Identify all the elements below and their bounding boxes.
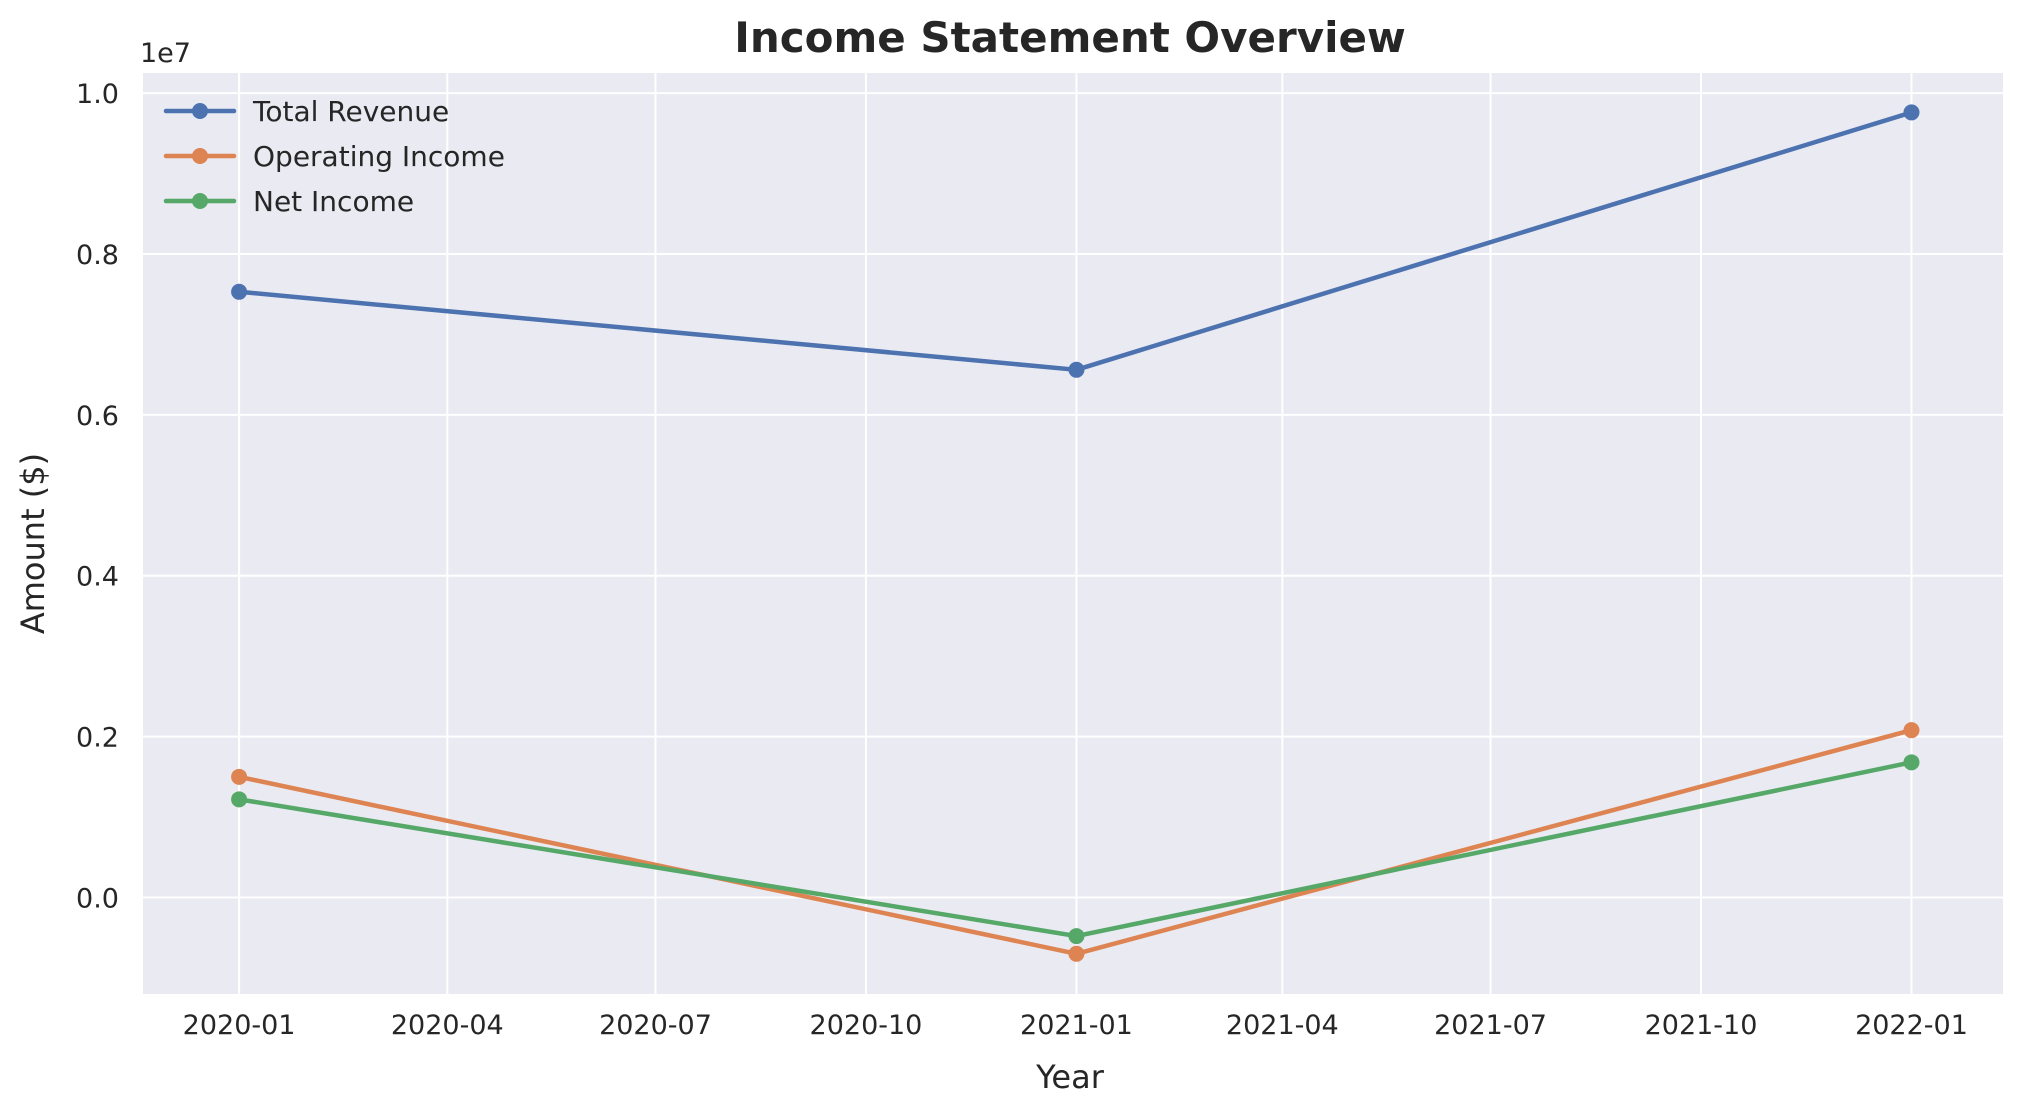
legend-item: Operating Income (163, 140, 505, 173)
x-axis-label: Year (1035, 1058, 1105, 1096)
data-point (1903, 722, 1920, 739)
series-operating-income (231, 722, 1920, 962)
y-tick-label: 1.0 (76, 79, 119, 110)
y-tick-label: 0.4 (76, 562, 119, 593)
x-tick-label: 2021-04 (1226, 1010, 1339, 1041)
legend-label: Net Income (253, 185, 414, 218)
series-net-income (231, 754, 1920, 945)
x-tick-label: 2022-01 (1855, 1010, 1968, 1041)
data-point (231, 768, 248, 785)
x-tick-label: 2021-01 (1020, 1010, 1133, 1041)
x-tick-label: 2020-04 (391, 1010, 504, 1041)
x-tick-label: 2021-07 (1434, 1010, 1547, 1041)
legend-item: Total Revenue (163, 95, 449, 128)
x-tick-labels: 2020-01 2020-04 2020-07 2020-10 2021-01 2021-… (183, 1010, 1968, 1041)
x-tick-label: 2020-07 (599, 1010, 712, 1041)
plot-area (143, 73, 2003, 994)
data-point (1903, 104, 1920, 121)
x-tick-label: 2020-10 (810, 1010, 923, 1041)
y-axis-label: Amount ($) (14, 453, 52, 634)
data-point (231, 791, 248, 808)
legend-item: Net Income (163, 185, 414, 218)
y-gridlines (143, 92, 2003, 899)
x-tick-label: 2021-10 (1645, 1010, 1758, 1041)
y-tick-labels: 0.0 0.2 0.4 0.6 0.8 1.0 (76, 79, 119, 914)
legend-label: Operating Income (253, 140, 505, 173)
x-gridlines (238, 73, 1913, 994)
data-point (1068, 945, 1085, 962)
data-point (231, 283, 248, 300)
y-tick-label: 0.0 (76, 883, 119, 914)
series-total-revenue (231, 104, 1920, 378)
legend-marker (192, 148, 208, 164)
x-tick-label: 2020-01 (183, 1010, 296, 1041)
legend-marker (192, 103, 208, 119)
y-tick-label: 0.2 (76, 723, 119, 754)
data-point (1068, 928, 1085, 945)
y-axis-offset-label: 1e7 (140, 38, 191, 69)
y-tick-label: 0.6 (76, 401, 119, 432)
data-point (1068, 361, 1085, 378)
data-point (1903, 754, 1920, 771)
chart-title: Income Statement Overview (734, 13, 1406, 62)
series-layer (231, 104, 1920, 962)
legend-marker (192, 193, 208, 209)
legend-label: Total Revenue (252, 95, 449, 128)
legend: Total Revenue Operating Income Net Income (163, 95, 505, 218)
y-tick-label: 0.8 (76, 240, 119, 271)
